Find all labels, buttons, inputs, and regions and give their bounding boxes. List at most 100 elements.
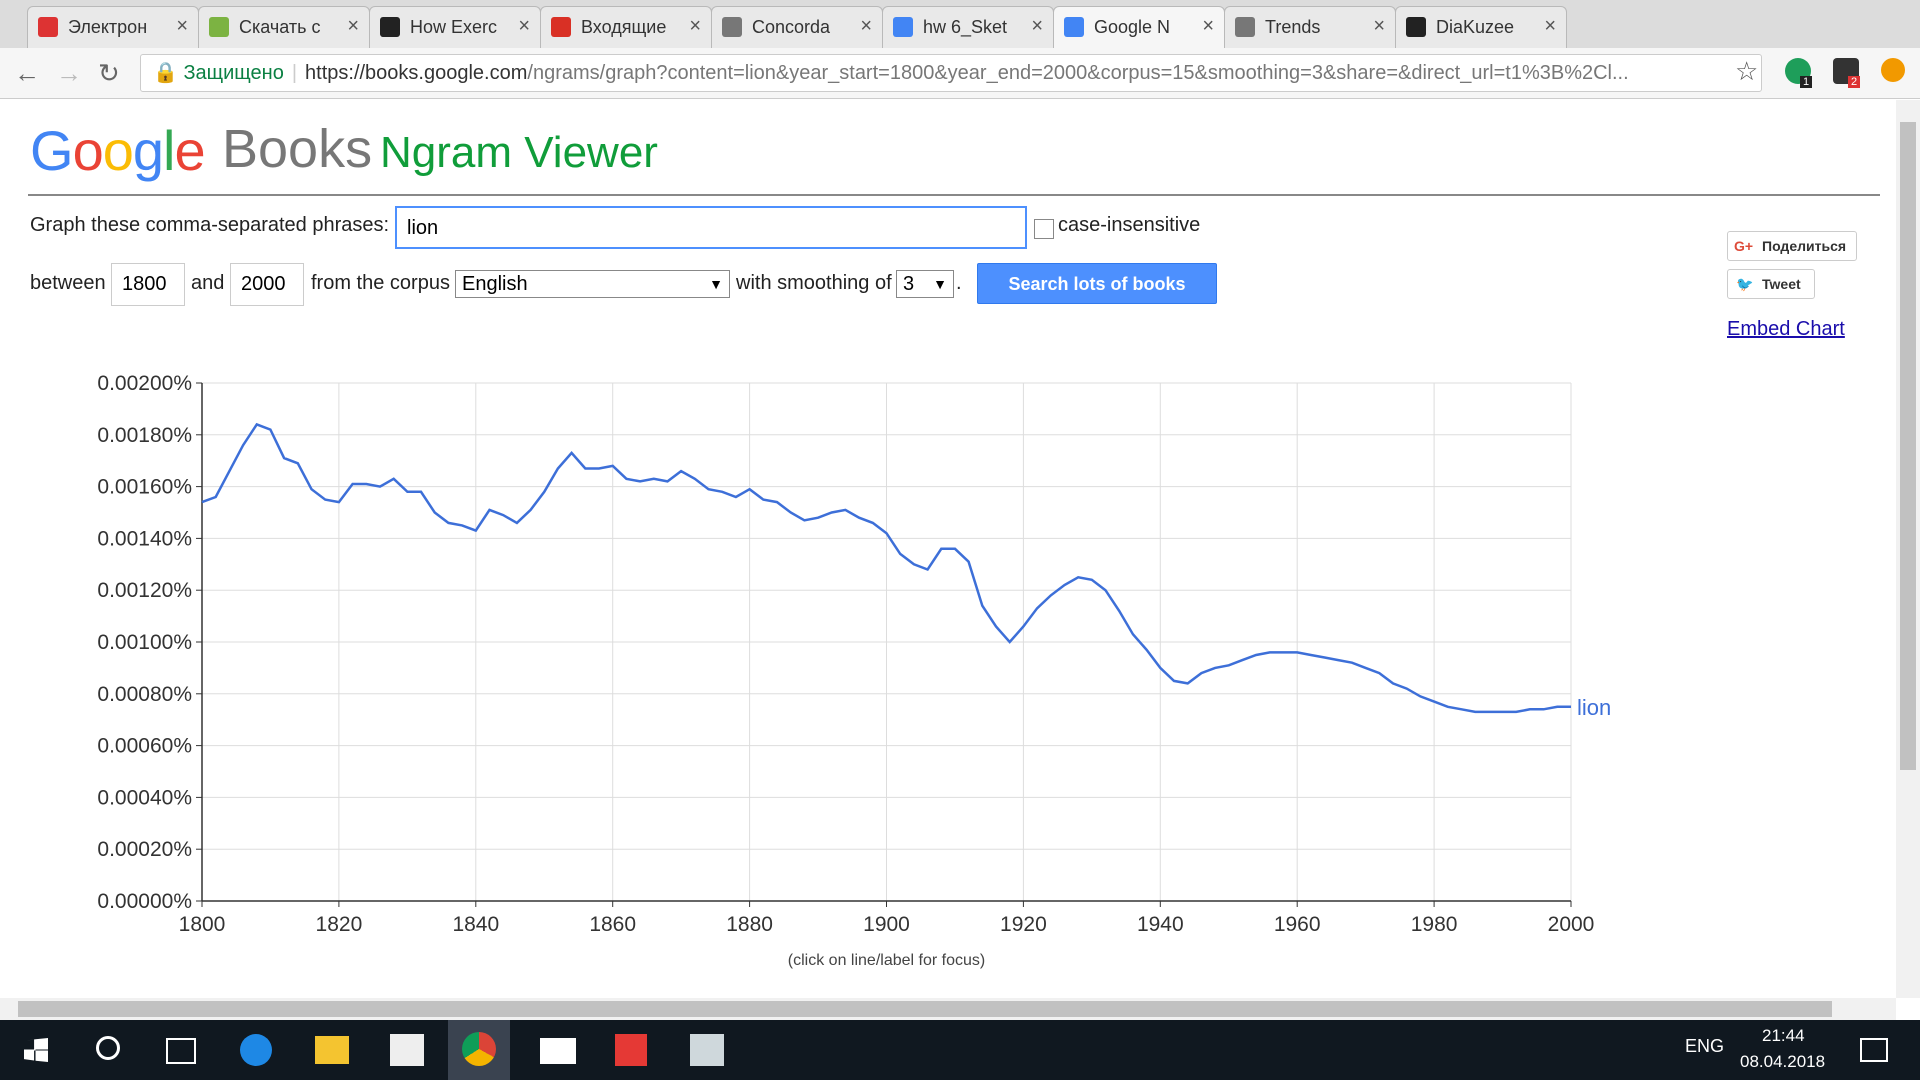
update-icon[interactable] bbox=[1881, 58, 1905, 82]
y-tick-label: 0.00000% bbox=[97, 890, 192, 913]
tab-icon bbox=[380, 17, 400, 37]
task-view[interactable] bbox=[166, 1038, 196, 1064]
forward-button[interactable]: → bbox=[56, 58, 82, 88]
smoothing-label: with smoothing of bbox=[736, 272, 892, 294]
explorer-icon[interactable] bbox=[315, 1036, 349, 1064]
y-tick-label: 0.00160% bbox=[97, 476, 192, 499]
start-button[interactable] bbox=[24, 1038, 48, 1062]
edge-icon[interactable] bbox=[240, 1034, 272, 1066]
tab-icon bbox=[38, 17, 58, 37]
tab-close[interactable]: × bbox=[1202, 15, 1214, 37]
tab-close[interactable]: × bbox=[689, 15, 701, 37]
tab-close[interactable]: × bbox=[176, 15, 188, 37]
y-tick-label: 0.00200% bbox=[97, 372, 192, 395]
phrases-label: Graph these comma-separated phrases: bbox=[30, 214, 390, 236]
tab[interactable]: Concorda × bbox=[711, 6, 883, 48]
url-path: /ngrams/graph?content=lion&year_start=18… bbox=[527, 62, 1629, 84]
vertical-scrollbar[interactable] bbox=[1896, 100, 1920, 998]
tab[interactable]: Trends × bbox=[1224, 6, 1396, 48]
tab-icon bbox=[209, 17, 229, 37]
series-label: lion bbox=[1577, 695, 1611, 720]
bookmark-star[interactable]: ☆ bbox=[1735, 56, 1759, 86]
horizontal-scrollbar[interactable] bbox=[0, 998, 1896, 1020]
tab-icon bbox=[1406, 17, 1426, 37]
tab-icon bbox=[1064, 17, 1084, 37]
tab[interactable]: Скачать с × bbox=[198, 6, 370, 48]
tab-icon bbox=[1235, 17, 1255, 37]
chart: 0.00000% 0.00020% 0.00040% 0.00060% 0.00080%… bbox=[97, 372, 1611, 969]
y-tick-label: 0.00180% bbox=[97, 424, 192, 447]
tab-title: DiaKuzee bbox=[1436, 17, 1515, 37]
y-tick-label: 0.00120% bbox=[97, 579, 192, 602]
x-tick-label: 1920 bbox=[1000, 913, 1047, 936]
corpus-label: from the corpus bbox=[311, 272, 450, 294]
books-logo: Books bbox=[222, 119, 373, 179]
x-tick-label: 1860 bbox=[589, 913, 636, 936]
y-tick-label: 0.00100% bbox=[97, 631, 192, 654]
tab-close[interactable]: × bbox=[347, 15, 359, 37]
tab-icon bbox=[722, 17, 742, 37]
reload-button[interactable]: ↻ bbox=[98, 58, 120, 88]
year-start-input[interactable]: 1800 bbox=[111, 263, 185, 306]
tab-close[interactable]: × bbox=[1544, 15, 1556, 37]
app-icon[interactable] bbox=[690, 1034, 724, 1066]
tab[interactable]: Электрон × bbox=[27, 6, 199, 48]
embed-link[interactable]: Embed Chart bbox=[1727, 318, 1845, 340]
chrome-icon bbox=[462, 1032, 496, 1066]
tab-title: Входящие bbox=[581, 17, 667, 37]
url-host: https://books.google.com bbox=[305, 62, 528, 84]
yandex-icon[interactable] bbox=[615, 1034, 647, 1066]
tab[interactable]: DiaKuzee × bbox=[1395, 6, 1567, 48]
mail-icon[interactable] bbox=[540, 1038, 576, 1064]
scroll-thumb[interactable] bbox=[18, 1001, 1832, 1017]
between-label: between bbox=[30, 272, 106, 294]
x-tick-label: 1840 bbox=[452, 913, 499, 936]
case-label: case-insensitive bbox=[1058, 214, 1201, 236]
x-tick-label: 1820 bbox=[316, 913, 363, 936]
x-tick-label: 1900 bbox=[863, 913, 910, 936]
y-tick-label: 0.00040% bbox=[97, 786, 192, 809]
tab-title: Trends bbox=[1265, 17, 1321, 37]
clock-time[interactable]: 21:44 bbox=[1762, 1026, 1805, 1045]
language[interactable]: ENG bbox=[1685, 1036, 1725, 1056]
address-bar[interactable]: 🔒 Защищено | https://books.google.com/ngra… bbox=[140, 54, 1762, 92]
tab-close[interactable]: × bbox=[1373, 15, 1385, 37]
clock-date[interactable]: 08.04.2018 bbox=[1740, 1052, 1826, 1071]
tab-icon bbox=[893, 17, 913, 37]
query-input[interactable]: lion bbox=[395, 206, 1027, 249]
store-icon[interactable] bbox=[390, 1034, 424, 1066]
tab-close[interactable]: × bbox=[1031, 15, 1043, 37]
smoothing-select[interactable]: 3 ▼ bbox=[896, 270, 954, 298]
notifications[interactable] bbox=[1860, 1038, 1888, 1062]
corpus-select[interactable]: English ▼ bbox=[455, 270, 730, 298]
taskbar: ENG 21:44 08.04.2018 bbox=[0, 1020, 1920, 1080]
x-tick-label: 1880 bbox=[726, 913, 773, 936]
search-icon[interactable] bbox=[96, 1036, 120, 1060]
tab[interactable]: hw 6_Sket × bbox=[882, 6, 1054, 48]
back-button[interactable]: ← bbox=[14, 58, 40, 88]
tab-title: Скачать с bbox=[239, 17, 321, 37]
smoothing-value: 3 bbox=[903, 273, 915, 295]
tab-close[interactable]: × bbox=[860, 15, 872, 37]
chrome-active[interactable] bbox=[448, 1020, 510, 1080]
tab[interactable]: Google N × bbox=[1053, 6, 1225, 48]
tab-title: Concorda bbox=[752, 17, 831, 37]
tab-icon bbox=[551, 17, 571, 37]
share-button[interactable]: G+ Поделиться bbox=[1727, 231, 1857, 261]
tab-close[interactable]: × bbox=[518, 15, 530, 37]
tab[interactable]: How Exerc × bbox=[369, 6, 541, 48]
corpus-value: English bbox=[462, 273, 528, 295]
case-checkbox[interactable] bbox=[1034, 219, 1054, 239]
search-button[interactable]: Search lots of books bbox=[977, 263, 1217, 304]
year-end-input[interactable]: 2000 bbox=[230, 263, 304, 306]
x-tick-label: 1800 bbox=[179, 913, 226, 936]
scroll-thumb[interactable] bbox=[1900, 122, 1916, 770]
tab[interactable]: Входящие × bbox=[540, 6, 712, 48]
period: . bbox=[956, 272, 962, 294]
tab-title: Google N bbox=[1094, 17, 1171, 37]
x-tick-label: 1940 bbox=[1137, 913, 1184, 936]
tweet-button[interactable]: 🐦 Tweet bbox=[1727, 269, 1815, 299]
google-logo: Google bbox=[30, 119, 206, 182]
y-tick-label: 0.00080% bbox=[97, 683, 192, 706]
